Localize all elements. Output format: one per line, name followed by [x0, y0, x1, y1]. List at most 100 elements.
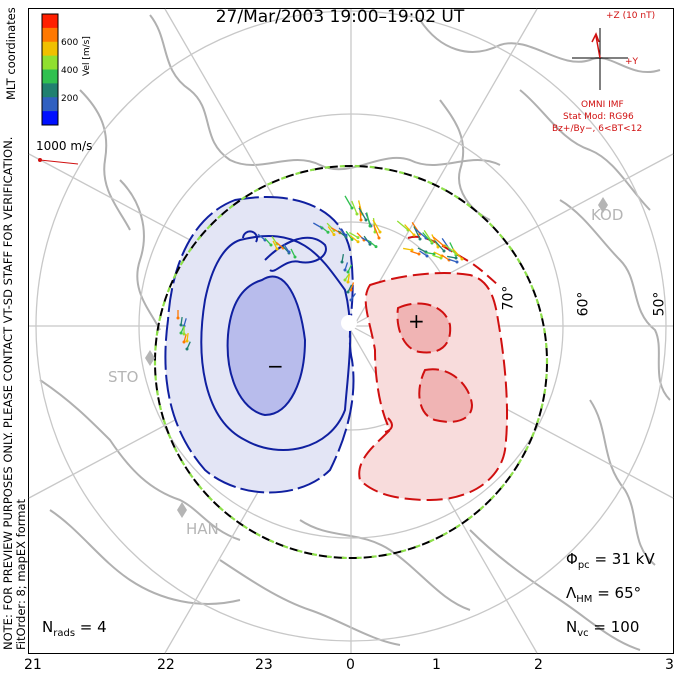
velocity-vector	[264, 237, 272, 246]
velocity-vectors	[176, 195, 464, 351]
velocity-vector	[396, 220, 409, 231]
velocity-vector	[257, 233, 266, 241]
velocity-vector	[338, 227, 347, 236]
velocity-vector	[186, 341, 191, 350]
velocity-vector	[283, 244, 290, 253]
mlt-label-23: 23	[255, 657, 273, 673]
velocity-vector	[290, 248, 296, 258]
mlt-label-21: 21	[24, 657, 42, 673]
velocity-vector	[319, 225, 329, 233]
velocity-vector	[425, 251, 435, 255]
velocity-vector	[349, 232, 359, 239]
velocity-vector	[327, 226, 335, 235]
imf-source: OMNI IMF	[581, 100, 624, 110]
velocity-vector	[337, 230, 347, 238]
velocity-vector	[183, 334, 187, 343]
station-kod-label: KOD	[591, 206, 624, 224]
velocity-vector	[345, 230, 353, 240]
velocity-vector	[403, 247, 413, 251]
velocity-vector	[444, 244, 457, 255]
velocity-vector	[347, 274, 351, 283]
fit-order: FitOrder: 8; mapEX format	[14, 498, 28, 650]
colorbar-tick-600: 600	[61, 38, 79, 48]
positive-cell	[358, 235, 508, 502]
velocity-vector	[351, 200, 358, 215]
velocity-vector	[423, 230, 433, 243]
vector-count: Nvc = 100	[566, 618, 640, 639]
colorbar-segment	[42, 55, 58, 70]
velocity-vector	[419, 250, 428, 257]
velocity-vector	[344, 195, 353, 209]
station-markers	[145, 197, 608, 518]
colorbar-outline	[41, 13, 59, 126]
colorbar-segment	[42, 27, 58, 43]
velocity-vector	[350, 293, 357, 301]
velocity-vector	[404, 224, 415, 236]
velocity-vector	[433, 251, 443, 257]
velocity-vector	[413, 226, 421, 240]
velocity-vector	[183, 318, 187, 327]
hm-boundary-vectors	[153, 164, 549, 560]
velocity-vector	[347, 264, 353, 273]
velocity-vector	[452, 248, 463, 260]
station-kod-marker	[598, 197, 608, 213]
reference-vector-label: 1000 m/s	[36, 139, 93, 153]
velocity-vector	[180, 316, 183, 326]
colorbar-segment	[42, 69, 58, 84]
stat-model: Stat Mod: RG96	[563, 112, 634, 122]
mlt-label-0: 0	[346, 657, 355, 673]
velocity-vector	[358, 207, 367, 221]
station-sto-label: STO	[108, 368, 139, 386]
mlt-label-2: 2	[534, 657, 543, 673]
velocity-vector	[373, 224, 380, 239]
velocity-vector	[275, 241, 284, 249]
latitude-label-60: 60°	[575, 291, 592, 317]
reference-vector	[38, 158, 79, 165]
mlt-label-1: 1	[432, 657, 441, 673]
velocity-vector	[365, 212, 371, 227]
imf-vector	[591, 32, 601, 59]
velocity-colorbar	[42, 14, 58, 126]
velocity-vector	[350, 282, 355, 291]
negative-cell	[164, 196, 355, 494]
velocity-vector	[432, 254, 442, 259]
imf-y-label: +Y	[625, 57, 639, 67]
hm-latitude: ΛHM = 65°	[566, 584, 642, 605]
cross-polar-potential: Φpc = 31 kV	[566, 550, 655, 571]
velocity-vector	[432, 236, 445, 247]
velocity-vector	[347, 284, 353, 293]
preview-note: NOTE: FOR PREVIEW PURPOSES ONLY. PLEASE …	[1, 136, 28, 650]
colorbar-segment	[42, 41, 58, 57]
colorbar-segment	[42, 14, 58, 29]
preview-warning: NOTE: FOR PREVIEW PURPOSES ONLY. PLEASE …	[1, 136, 15, 650]
velocity-vector	[447, 255, 457, 259]
velocity-vector	[272, 240, 278, 250]
mlt-label-3: 3	[665, 657, 674, 673]
velocity-vector	[410, 250, 420, 255]
colorbar-tick-200: 200	[61, 94, 79, 104]
map-title: 27/Mar/2003 19:00–19:02 UT	[215, 7, 465, 27]
latitude-label-50: 50°	[651, 291, 668, 317]
velocity-vector	[367, 239, 377, 248]
velocity-vector	[341, 254, 345, 263]
potential-maximum-marker: +	[408, 309, 425, 333]
coastlines	[39, 14, 671, 651]
colorbar-segment	[42, 83, 58, 98]
velocity-vector	[186, 332, 189, 342]
velocity-vector	[372, 219, 381, 233]
imf-condition: Bz+/By−, 6<BT<12	[552, 124, 643, 134]
station-han-marker	[177, 502, 187, 518]
colorbar-segment	[42, 97, 58, 112]
velocity-vector	[344, 262, 349, 271]
velocity-vector	[448, 258, 458, 263]
velocity-vector	[349, 235, 359, 243]
imf-z-label: +Z (10 nT)	[606, 11, 656, 21]
velocity-vector	[414, 228, 427, 239]
latitude-label-70: 70°	[500, 285, 517, 311]
velocity-vector	[417, 247, 427, 253]
station-han-label: HAN	[186, 520, 219, 538]
mlt-label-22: 22	[157, 657, 175, 673]
radar-count: Nrads = 4	[42, 618, 107, 639]
velocity-vector	[434, 240, 445, 252]
